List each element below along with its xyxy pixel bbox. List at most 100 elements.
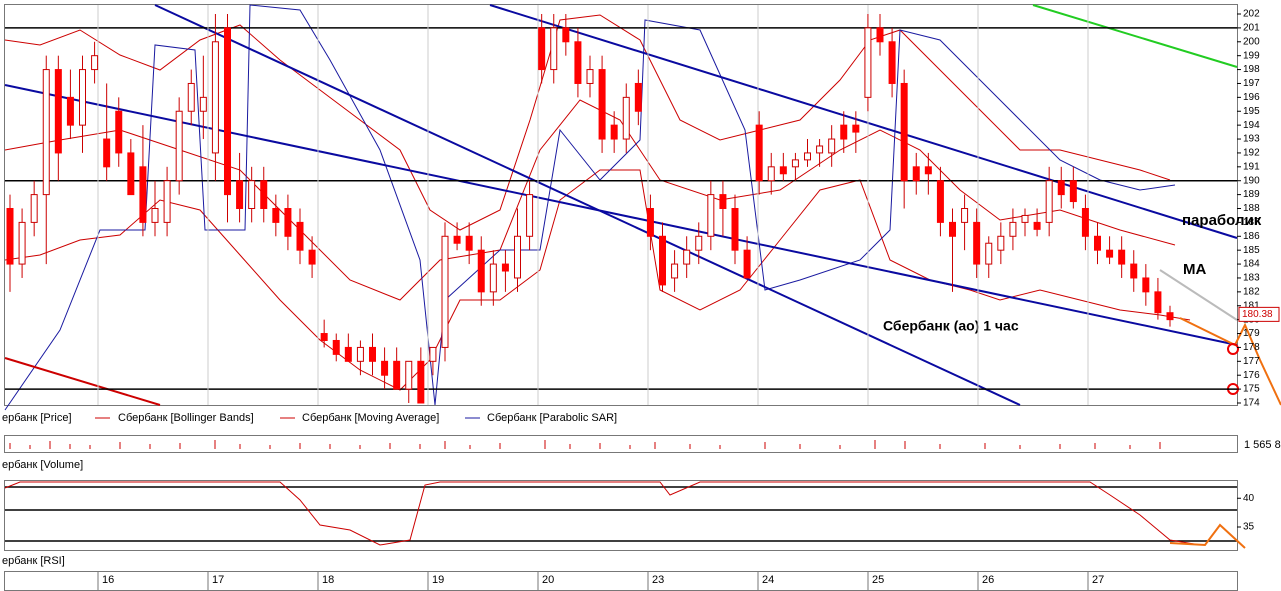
panel-label: ербанк [Volume] [2,459,83,471]
y-tick-label: 176 [1243,370,1260,381]
candle-body [393,360,401,390]
candle-body [719,194,727,210]
candle-body [586,69,594,84]
candle-body [1130,263,1138,279]
candle-body [707,194,715,237]
candle-body [236,180,244,209]
rsi-tick-label: 35 [1243,522,1255,533]
x-tick-label: 17 [212,574,224,586]
y-tick-label: 184 [1243,259,1260,270]
candle-body [42,69,50,196]
candle-body [429,346,437,362]
candle-body [6,208,14,265]
candle-body [961,208,969,223]
trend-line [489,4,1238,239]
candle-body [66,96,74,126]
candle-body [1033,221,1041,230]
bollinger-upper [4,14,1171,231]
candle-body [949,221,956,237]
forecast-line [1179,317,1281,406]
y-tick-label: 188 [1243,203,1260,214]
candle-body [840,124,848,140]
candle-body [610,124,618,140]
candle-body [477,249,485,293]
y-tick-label: 194 [1243,120,1260,131]
y-tick-label: 202 [1243,9,1260,20]
candle-body [791,159,799,168]
candle-body [1166,312,1174,321]
candle-body [344,346,352,362]
x-tick-label: 25 [872,574,884,586]
candle-body [634,82,642,112]
y-tick-label: 191 [1243,161,1260,172]
annotation: Сбербанк (ао) 1 час [883,318,1019,334]
candle-body [284,208,292,237]
trend-line [154,4,1021,406]
candle-body [1094,235,1101,251]
candle-body [260,180,268,209]
candle-body [501,263,509,272]
candle-body [538,27,546,71]
panel-label: ербанк [RSI] [2,555,65,567]
candle-body [139,166,147,223]
y-tick-label: 182 [1243,286,1260,297]
candle-body [381,360,389,376]
x-tick-label: 20 [542,574,554,586]
candle-body [308,249,316,265]
y-tick-label: 190 [1243,175,1260,186]
candle-body [526,194,534,237]
candle-body [453,235,461,244]
y-tick-label: 183 [1243,273,1260,284]
x-tick-label: 19 [432,574,444,586]
y-tick-label: 193 [1243,134,1260,145]
candle-body [91,55,99,71]
candle-body [997,235,1005,251]
y-tick-label: 175 [1243,384,1260,395]
rsi-tick-label: 40 [1243,493,1255,504]
rsi-panel [4,480,1238,551]
candle-body [175,110,183,182]
parabolic-sar [4,4,1176,411]
candle-body [187,82,195,112]
y-tick-label: 201 [1243,23,1260,34]
candle-body [912,166,920,182]
y-tick-label: 199 [1243,50,1260,61]
candle-body [151,208,159,223]
candle-body [985,242,993,265]
candle-body [115,110,123,154]
y-tick-label: 200 [1243,36,1260,47]
candle-body [224,27,231,196]
candle-body [562,27,570,43]
y-tick-label: 192 [1243,148,1260,159]
price-tag-label: 180.38 [1242,309,1273,320]
candle-body [441,235,449,348]
candle-body [731,208,739,251]
bollinger-lower [4,169,1191,391]
candle-body [1045,180,1053,223]
candle-body [659,235,666,286]
candle-body [417,360,425,404]
trend-line [4,84,1238,346]
candle-body [18,221,26,265]
volume-bars [9,440,1161,449]
trend-line [4,357,161,406]
candle-body [127,152,135,196]
y-tick-label: 195 [1243,106,1260,117]
candle-body [211,41,219,154]
candle-body [888,41,896,84]
candle-body [296,221,304,251]
x-tick-label: 23 [652,574,664,586]
y-tick-label: 174 [1243,398,1260,409]
y-tick-label: 187 [1243,217,1260,228]
candle-body [1081,208,1089,237]
volume-value: 1 565 80 [1244,439,1281,451]
date-axis [4,571,1238,591]
candle-body [356,346,364,362]
y-tick-label: 198 [1243,64,1260,75]
candle-body [973,221,981,265]
candle-body [924,166,932,175]
x-tick-label: 18 [322,574,334,586]
candle-body [683,249,691,265]
candle-body [1069,180,1077,203]
